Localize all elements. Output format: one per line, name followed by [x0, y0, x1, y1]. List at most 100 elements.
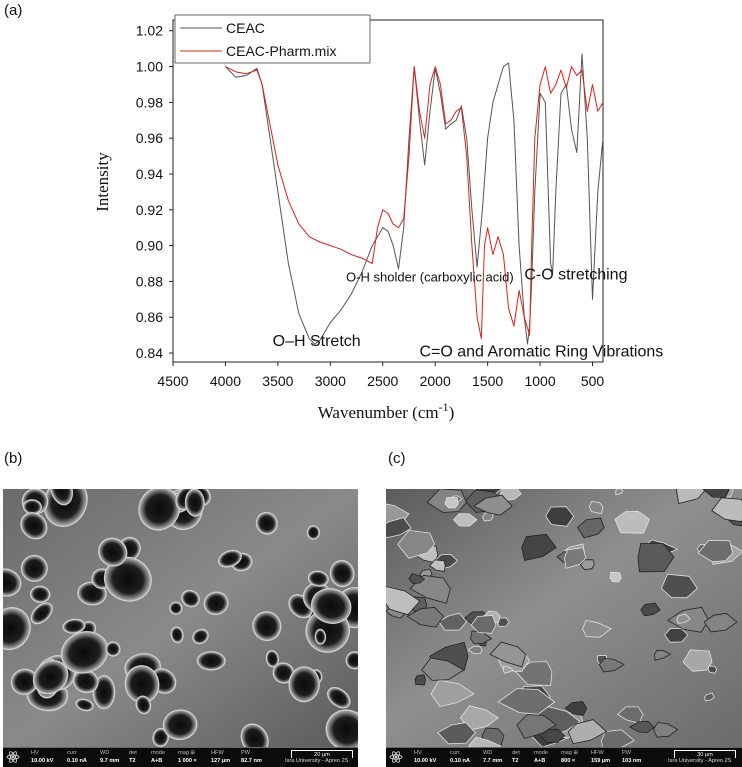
sem-c-mode-value: A+B — [534, 758, 546, 764]
particle — [452, 513, 478, 527]
particle — [609, 571, 622, 583]
x-tick-label: 1000 — [524, 373, 555, 389]
particle — [588, 501, 604, 515]
pore — [255, 511, 278, 535]
panel-label-c: (c) — [388, 450, 406, 467]
sem-b-det-value: T2 — [129, 758, 136, 764]
x-axis-label-close: ) — [449, 403, 455, 422]
pore — [314, 628, 327, 645]
sem-b-det-label: det — [129, 750, 137, 756]
sem-c-wd-label: WD — [483, 750, 493, 756]
sem-b-hfw-label: HFW — [211, 750, 224, 756]
ftir-chart: 0.84 0.86 0.88 0.90 0.92 0.94 0.96 0.98 1.00 1.02… — [93, 14, 663, 422]
x-tick-label: 4500 — [157, 373, 188, 389]
particle — [414, 674, 426, 686]
pore — [62, 618, 86, 634]
annotation-1: O-H sholder (carboxylic acid) — [346, 269, 514, 284]
x-tick-label: 1500 — [472, 373, 503, 389]
particle — [664, 627, 689, 643]
y-tick-label: 0.94 — [136, 166, 163, 182]
sem-c-mag-value: 800 × — [561, 758, 576, 764]
pore — [103, 556, 152, 602]
panel-label-b: (b) — [4, 450, 23, 467]
pore — [345, 651, 358, 670]
particle — [579, 559, 595, 571]
legend-label-mix: CEAC-Pharm.mix — [226, 43, 336, 59]
x-tick-label: 4000 — [210, 373, 241, 389]
particle — [408, 573, 426, 584]
particle — [653, 722, 679, 738]
pore — [310, 588, 352, 624]
legend-label-ceac: CEAC — [226, 20, 265, 36]
x-axis-label-sup: -1 — [439, 400, 449, 414]
series-line-ceac-pharm-mix — [225, 66, 604, 340]
particle — [576, 517, 605, 539]
sem-c-curr-value: 0.10 nA — [450, 758, 470, 764]
annotation-0: O–H Stretch — [273, 333, 361, 350]
sem-c-hv-value: 10.00 kV — [414, 758, 437, 764]
particle — [502, 665, 515, 674]
sem-b-institution: Isra University - Apreo 2S — [285, 758, 349, 764]
pore — [20, 512, 48, 540]
sem-c-pw-value: 103 nm — [622, 758, 642, 764]
sem-c-curr-label: curr — [450, 750, 460, 756]
sem-c-mag-label: mag ⊞ — [561, 750, 579, 756]
particle — [489, 641, 527, 668]
particle — [676, 613, 691, 624]
particle — [654, 649, 672, 661]
pore — [152, 727, 170, 748]
sem-c-det-value: T2 — [512, 758, 519, 764]
x-tick-label: 3000 — [315, 373, 346, 389]
atom-logo-icon — [6, 751, 20, 763]
pore — [306, 525, 321, 540]
pore — [181, 589, 200, 608]
sem-b-pw-value: 82.7 nm — [241, 758, 262, 764]
particle — [598, 657, 625, 673]
x-axis-label: Wavenumber (cm-1) — [318, 400, 455, 422]
annotation-2: C-O stretching — [524, 267, 627, 284]
pore — [217, 549, 242, 568]
pore — [98, 537, 128, 567]
particle — [539, 728, 566, 744]
y-tick-label: 1.02 — [136, 23, 163, 39]
pore — [3, 568, 22, 597]
sem-info-bar-c: HV 10.00 kV curr 0.10 nA WD 7.7 mm det T2 mo… — [386, 747, 742, 767]
pore — [240, 723, 269, 749]
atom-logo-icon — [389, 751, 403, 763]
series-line-ceac — [225, 53, 604, 345]
particle — [703, 692, 715, 702]
particle — [473, 494, 513, 516]
pore — [327, 687, 351, 709]
particle — [397, 529, 436, 559]
sem-info-bar-b: HV 10.00 kV curr 0.10 nA WD 9.7 mm det T2 mo… — [3, 747, 358, 767]
sem-b-hfw-value: 127 µm — [211, 758, 231, 764]
particle — [430, 679, 475, 708]
y-tick-label: 1.00 — [136, 59, 163, 75]
x-axis-label-main: Wavenumber (cm — [318, 403, 439, 422]
x-tick-label: 3500 — [262, 373, 293, 389]
pore — [184, 489, 205, 517]
pore — [196, 651, 226, 671]
sem-b-mag-value: 1 000 × — [178, 758, 197, 764]
sem-c-scale-bar: 30 µm — [674, 750, 736, 758]
pore — [32, 659, 69, 695]
x-tick-label: 2500 — [367, 373, 398, 389]
particle — [467, 645, 483, 655]
sem-image-b: HV 10.00 kV curr 0.10 nA WD 9.7 mm det T2 mo… — [3, 489, 358, 767]
sem-c-institution: Isra University - Apreo 2S — [668, 758, 732, 764]
particle — [521, 533, 557, 561]
sem-b-hv-value: 10.00 kV — [31, 758, 54, 764]
sem-c-det-label: det — [512, 750, 520, 756]
legend: CEAC CEAC-Pharm.mix — [174, 14, 371, 64]
y-tick-label: 0.84 — [136, 345, 163, 361]
y-tick-label: 0.86 — [136, 309, 163, 325]
particle — [470, 615, 497, 634]
particle — [406, 606, 445, 628]
sem-texture-b — [3, 489, 358, 749]
y-tick-label: 0.88 — [136, 273, 163, 289]
pore — [3, 607, 31, 651]
particle — [386, 517, 412, 539]
y-axis-label: Intensity — [93, 152, 112, 212]
sem-b-curr-value: 0.10 nA — [67, 758, 87, 764]
sem-c-mode-label: mode — [534, 750, 548, 756]
